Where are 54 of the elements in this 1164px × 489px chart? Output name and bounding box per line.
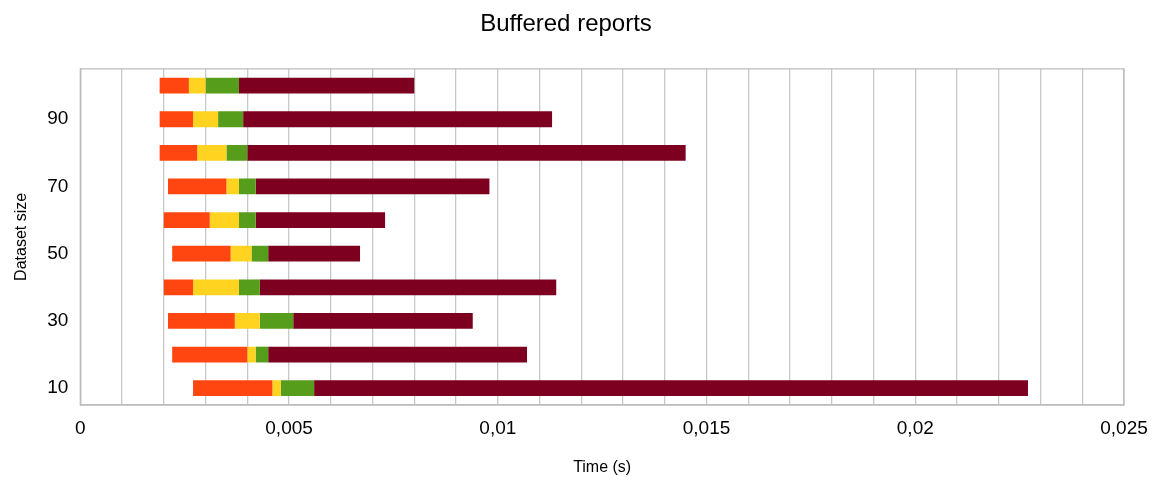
bar	[205, 77, 239, 94]
y-tick-label: 90	[47, 107, 69, 129]
bar	[226, 178, 239, 195]
x-tick-label: 0,02	[896, 416, 934, 438]
bar	[280, 380, 315, 397]
bar	[226, 144, 248, 161]
y-tick-label: 70	[47, 174, 69, 196]
bar	[238, 178, 256, 195]
x-tick-label: 0,005	[265, 416, 313, 438]
bar	[268, 245, 361, 262]
bar	[238, 212, 256, 228]
bar	[255, 346, 269, 363]
bar	[188, 77, 206, 94]
bar	[247, 346, 256, 363]
bar	[268, 346, 528, 363]
bar	[272, 380, 281, 397]
bar	[238, 279, 260, 296]
bar	[163, 279, 194, 296]
bar	[168, 178, 227, 195]
bar	[234, 313, 260, 329]
bar	[209, 212, 239, 228]
bar	[314, 380, 1028, 397]
bar	[168, 313, 235, 329]
x-tick-label: 0,025	[1100, 416, 1148, 438]
bar	[293, 313, 473, 329]
bar	[247, 144, 686, 161]
bar	[159, 77, 189, 94]
bar	[159, 111, 194, 128]
bar	[259, 313, 294, 329]
bar	[172, 346, 248, 363]
bar	[193, 279, 239, 296]
bar	[251, 245, 269, 262]
x-tick-label: 0	[75, 416, 86, 438]
y-tick-label: 30	[47, 309, 69, 331]
bar	[197, 144, 227, 161]
y-tick-label: 50	[47, 241, 69, 263]
x-tick-label: 0,015	[682, 416, 731, 438]
bar	[238, 77, 415, 94]
bar	[193, 111, 219, 128]
bar	[163, 212, 210, 228]
bar	[255, 178, 490, 195]
bar	[259, 279, 557, 296]
bar	[218, 111, 244, 128]
bar	[159, 144, 198, 161]
y-axis-title: Dataset size	[12, 192, 30, 281]
bar	[230, 245, 252, 262]
bar	[172, 245, 231, 262]
x-tick-label: 0,01	[479, 416, 517, 438]
bar	[255, 212, 386, 228]
x-axis-title: Time (s)	[573, 457, 632, 475]
chart-title: Buffered reports	[480, 9, 652, 37]
bar	[193, 380, 273, 397]
y-tick-label: 10	[47, 376, 69, 398]
bar	[243, 111, 553, 128]
